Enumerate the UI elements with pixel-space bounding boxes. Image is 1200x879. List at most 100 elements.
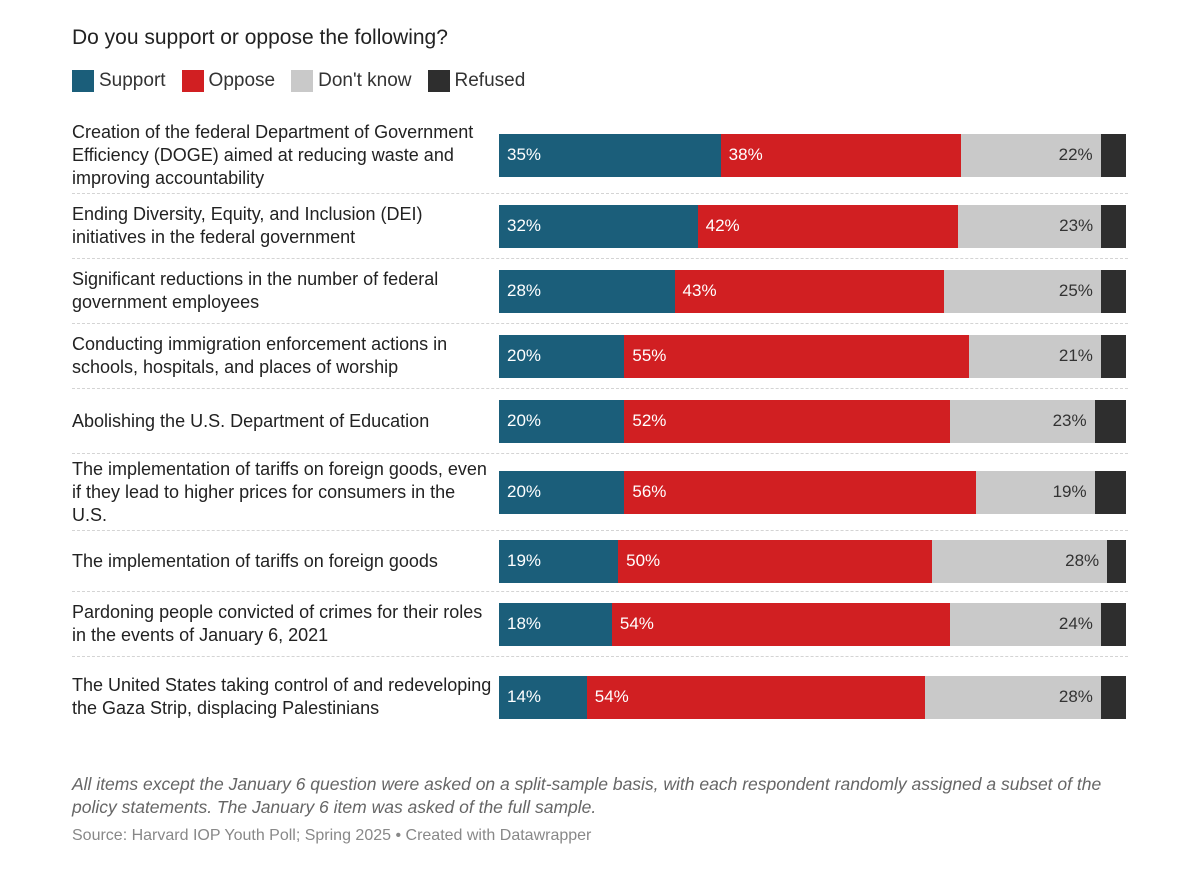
bar-segment-dk: 25% bbox=[944, 269, 1101, 313]
data-label: 54% bbox=[594, 687, 629, 706]
bar-segment-support: 20% bbox=[499, 334, 625, 378]
stacked-bar: 20% 56% 19% bbox=[499, 470, 1126, 514]
data-label: 43% bbox=[682, 281, 717, 300]
data-label: 55% bbox=[632, 346, 667, 365]
bar-segment-oppose: 38% bbox=[720, 133, 962, 177]
data-label: 28% bbox=[1058, 687, 1093, 706]
data-label: 54% bbox=[619, 614, 654, 633]
row-label: Ending Diversity, Equity, and Inclusion … bbox=[72, 204, 423, 247]
bar-segment-dk: 24% bbox=[950, 602, 1101, 646]
data-label: 28% bbox=[1065, 551, 1100, 570]
legend-item-refused: Refused bbox=[427, 70, 526, 92]
bar-segment-oppose: 50% bbox=[618, 539, 932, 583]
bar-segment-support: 28% bbox=[499, 269, 675, 313]
stacked-bar: 14% 54% 28% bbox=[499, 675, 1126, 719]
bar-segment-refused bbox=[1094, 470, 1126, 514]
stacked-bar: 20% 55% 21% bbox=[499, 334, 1126, 378]
data-label: 35% bbox=[507, 145, 542, 164]
data-label: 20% bbox=[507, 346, 542, 365]
bar-segment-support: 14% bbox=[499, 675, 587, 719]
bar-segment-oppose: 43% bbox=[674, 269, 945, 313]
data-label: 19% bbox=[507, 551, 542, 570]
bar-segment-dk: 23% bbox=[950, 399, 1095, 443]
legend-item-oppose: Oppose bbox=[181, 70, 275, 92]
bar-segment-refused bbox=[1094, 399, 1126, 443]
legend-item-dont-know: Don't know bbox=[291, 70, 412, 92]
legend-label-dont-know: Don't know bbox=[318, 70, 412, 91]
data-label: 42% bbox=[705, 216, 740, 235]
bar-segment-dk: 19% bbox=[975, 470, 1095, 514]
row-label: Significant reductions in the number of … bbox=[72, 269, 439, 312]
bar-segment-support: 20% bbox=[499, 399, 625, 443]
data-label: 32% bbox=[507, 216, 542, 235]
data-label: 23% bbox=[1052, 411, 1087, 430]
data-label: 20% bbox=[507, 482, 542, 501]
legend-label-support: Support bbox=[99, 70, 166, 91]
row-label: The implementation of tariffs on foreign… bbox=[72, 458, 487, 525]
data-label: 52% bbox=[632, 411, 667, 430]
row-label: The implementation of tariffs on foreign… bbox=[72, 550, 438, 571]
legend-label-refused: Refused bbox=[454, 70, 526, 91]
stacked-bar: 18% 54% 24% bbox=[499, 602, 1126, 646]
bar-segment-support: 35% bbox=[499, 133, 721, 177]
data-label: 56% bbox=[632, 482, 667, 501]
data-label: 28% bbox=[507, 281, 542, 300]
chart-row: Conducting immigration enforcement actio… bbox=[72, 324, 1128, 389]
bar-segment-oppose: 56% bbox=[624, 470, 976, 514]
legend-swatch-oppose bbox=[181, 70, 204, 92]
chart-row: Creation of the federal Department of Go… bbox=[72, 117, 1128, 194]
bar-segment-refused bbox=[1100, 602, 1126, 646]
legend-item-support: Support bbox=[72, 70, 166, 92]
bar-segment-refused bbox=[1101, 204, 1126, 248]
chart-row: Pardoning people convicted of crimes for… bbox=[72, 592, 1128, 657]
legend-swatch-support bbox=[72, 70, 94, 92]
bar-segment-dk: 22% bbox=[961, 133, 1101, 177]
data-label: 23% bbox=[1059, 216, 1094, 235]
chart-row: Abolishing the U.S. Department of Educat… bbox=[72, 389, 1128, 454]
row-label: Conducting immigration enforcement actio… bbox=[72, 334, 448, 377]
stacked-bar: 20% 52% 23% bbox=[499, 399, 1126, 443]
legend: Support Oppose Don't know Refused bbox=[72, 70, 541, 92]
bar-segment-refused bbox=[1100, 334, 1126, 378]
stacked-bar: 32% 42% 23% bbox=[499, 204, 1126, 248]
bar-segment-dk: 28% bbox=[925, 675, 1101, 719]
bar-segment-support: 32% bbox=[499, 204, 698, 248]
bar-segment-refused bbox=[1100, 133, 1126, 177]
stacked-bar: 19% 50% 28% bbox=[499, 539, 1126, 583]
data-label: 38% bbox=[728, 145, 763, 164]
stacked-bar: 28% 43% 25% bbox=[499, 269, 1126, 313]
bar-segment-support: 19% bbox=[499, 539, 619, 583]
bar-segment-dk: 28% bbox=[931, 539, 1108, 583]
data-label: 25% bbox=[1058, 281, 1093, 300]
bar-segment-support: 18% bbox=[499, 602, 612, 646]
chart-row: The implementation of tariffs on foreign… bbox=[72, 454, 1128, 531]
legend-swatch-dont-know bbox=[291, 70, 314, 92]
data-label: 20% bbox=[507, 411, 542, 430]
source-line: Source: Harvard IOP Youth Poll; Spring 2… bbox=[72, 827, 592, 844]
chart-row: The United States taking control of and … bbox=[72, 657, 1128, 737]
stacked-bar: 35% 38% 22% bbox=[499, 133, 1126, 177]
bar-segment-oppose: 52% bbox=[624, 399, 951, 443]
bar-segment-support: 20% bbox=[499, 470, 625, 514]
data-label: 50% bbox=[626, 551, 661, 570]
bar-segment-dk: 23% bbox=[958, 204, 1102, 248]
data-label: 18% bbox=[507, 614, 542, 633]
footnote: All items except the January 6 question … bbox=[72, 774, 1102, 817]
data-label: 24% bbox=[1058, 614, 1093, 633]
chart-title: Do you support or oppose the following? bbox=[72, 26, 448, 49]
data-label: 21% bbox=[1058, 346, 1093, 365]
chart-row: The implementation of tariffs on foreign… bbox=[72, 531, 1128, 592]
bar-segment-refused bbox=[1100, 675, 1126, 719]
bar-segment-refused bbox=[1100, 269, 1126, 313]
data-label: 14% bbox=[507, 687, 542, 706]
chart-row: Significant reductions in the number of … bbox=[72, 259, 1128, 324]
bar-segment-oppose: 54% bbox=[611, 602, 951, 646]
bar-segment-refused bbox=[1107, 539, 1126, 583]
bar-segment-oppose: 54% bbox=[586, 675, 926, 719]
legend-swatch-refused bbox=[427, 70, 450, 92]
bar-segment-oppose: 42% bbox=[697, 204, 959, 248]
bar-segment-dk: 21% bbox=[969, 334, 1101, 378]
stacked-bar-chart: Creation of the federal Department of Go… bbox=[72, 117, 1128, 737]
chart-row: Ending Diversity, Equity, and Inclusion … bbox=[72, 194, 1128, 259]
row-label: The United States taking control of and … bbox=[72, 675, 492, 718]
